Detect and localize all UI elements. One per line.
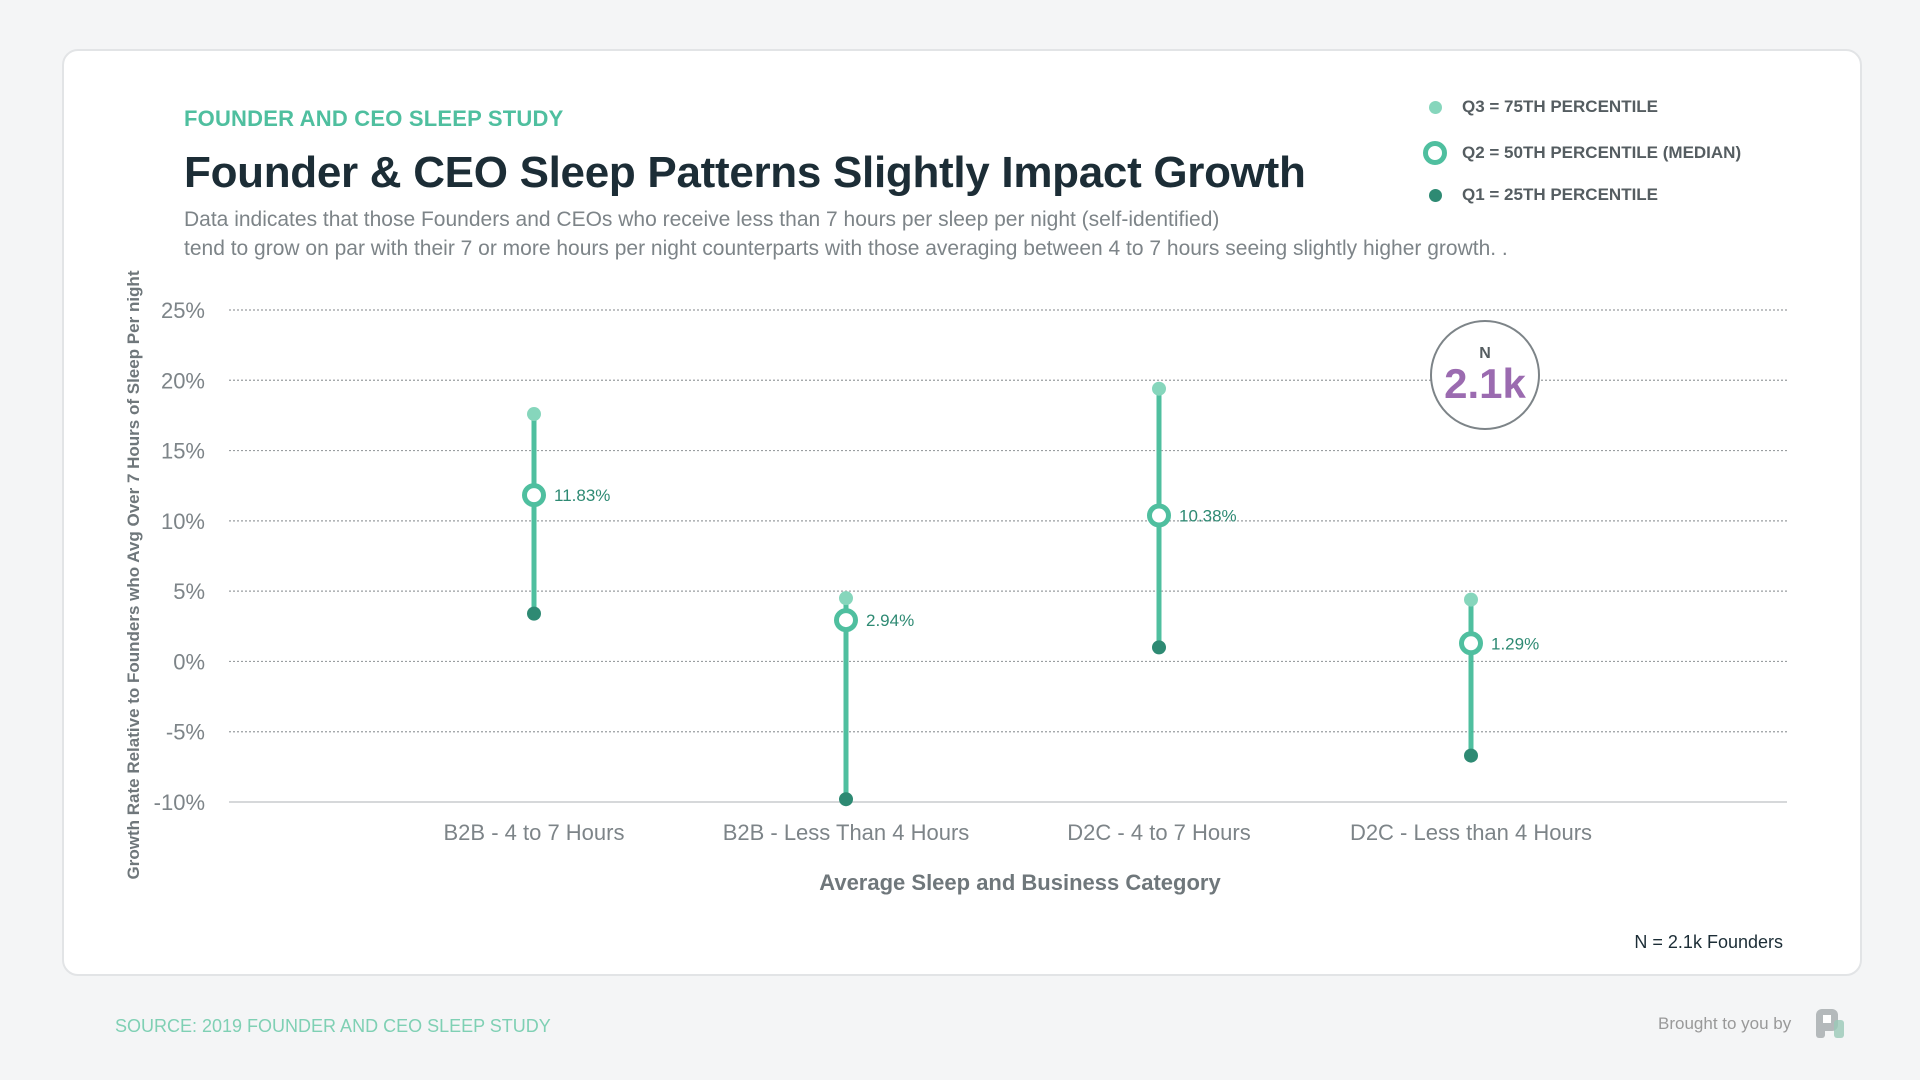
subtitle-line-2: tend to grow on par with their 7 or more… [184,237,1508,260]
q3-point [527,407,541,422]
q1-point [839,792,853,807]
legend-q2-ring-icon [1423,141,1447,165]
q3-point [1152,381,1166,396]
q3-point [839,591,853,606]
median-label: 2.94% [866,611,914,630]
x-tick-label: D2C - 4 to 7 Hours [1067,820,1250,845]
median-point [834,608,858,633]
x-axis-title: Average Sleep and Business Category [819,870,1221,895]
x-tick-label: B2B - Less Than 4 Hours [723,820,970,845]
median-point [1147,503,1171,528]
subtitle-line-1: Data indicates that those Founders and C… [184,208,1220,231]
brand-logo-icon [1816,1009,1844,1038]
y-tick-label: -5% [166,720,205,745]
chart-card [62,49,1862,976]
q1-point [1152,640,1166,655]
chart-title: Founder & CEO Sleep Patterns Slightly Im… [184,148,1306,197]
legend-q1-dot-icon [1428,188,1442,202]
median-label: 10.38% [1179,507,1237,526]
x-tick-label: D2C - Less than 4 Hours [1350,820,1592,845]
supertitle: FOUNDER AND CEO SLEEP STUDY [184,106,564,131]
y-axis-title: Growth Rate Relative to Founders who Avg… [124,270,143,879]
sample-size-note: N = 2.1k Founders [1634,932,1783,952]
badge-label: N [1479,345,1491,362]
y-tick-label: 15% [161,439,205,464]
q1-point [1464,748,1478,763]
median-label: 1.29% [1491,634,1539,653]
y-tick-label: 20% [161,368,205,393]
legend-q3: Q3 = 75TH PERCENTILE [1420,97,1658,117]
badge-value: 2.1k [1444,360,1526,407]
q3-point [1464,592,1478,607]
median-point [522,483,546,508]
brought-to-you-by: Brought to you by [1658,1014,1792,1033]
legend-q2: Q2 = 50TH PERCENTILE (MEDIAN) [1420,141,1741,165]
legend-q1-label: Q1 = 25TH PERCENTILE [1462,185,1659,204]
legend-q2-label: Q2 = 50TH PERCENTILE (MEDIAN) [1462,143,1742,162]
y-tick-label: 10% [161,509,205,534]
x-tick-label: B2B - 4 to 7 Hours [444,820,625,845]
median-point [1459,631,1483,656]
y-tick-label: 0% [173,649,205,674]
source-note: SOURCE: 2019 FOUNDER AND CEO SLEEP STUDY [115,1016,551,1036]
legend-q3-label: Q3 = 75TH PERCENTILE [1462,97,1659,116]
y-tick-label: -10% [154,790,205,815]
q1-point [527,606,541,621]
sample-size-badge [1430,320,1540,430]
y-tick-label: 25% [161,298,205,323]
median-label: 11.83% [554,486,610,505]
legend-q3-dot-icon [1428,100,1442,114]
legend-q1: Q1 = 25TH PERCENTILE [1420,185,1658,205]
y-tick-label: 5% [173,579,205,604]
